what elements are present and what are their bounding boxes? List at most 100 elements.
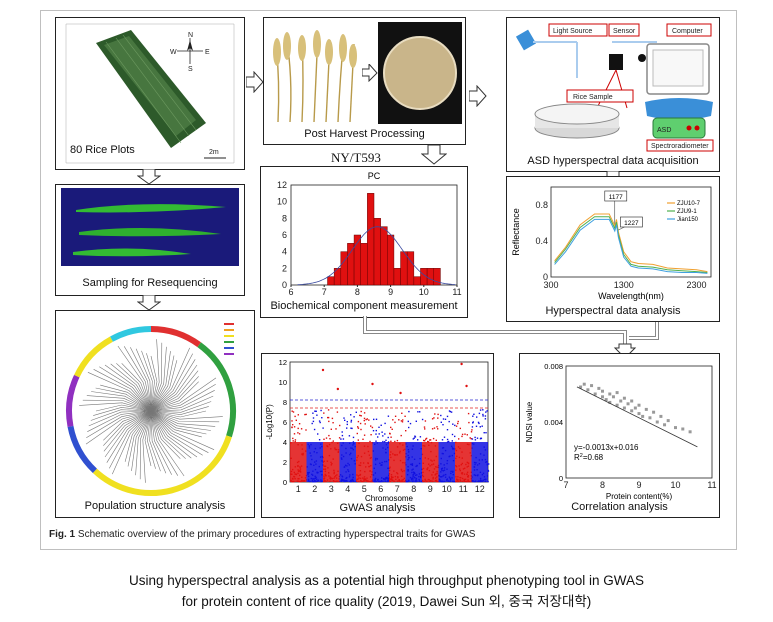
tree-branch <box>150 347 190 412</box>
scatter-point <box>637 403 641 407</box>
histogram-bar <box>340 251 348 286</box>
tree-branch <box>79 402 152 412</box>
tree-branch <box>150 410 223 420</box>
scatter-point <box>608 392 612 396</box>
arrow-right-asd <box>469 85 487 107</box>
scatter-point <box>641 414 645 418</box>
spectra-annotation-box <box>620 216 643 228</box>
post-harvest-panel: Post Harvest Processing <box>263 17 466 145</box>
gwas-panel: 1 2 3 4 5 6 7 8 9 10 11 12 0 2 4 6 8 10 12 Chromosome -Log10… <box>261 353 494 518</box>
scatter-fit-line <box>576 386 698 448</box>
rice-sample-dish-image <box>378 22 462 124</box>
post-harvest-title: Post Harvest Processing <box>304 128 425 140</box>
scatter-y-tick: 0 <box>559 474 563 483</box>
scatter-point <box>644 407 648 411</box>
tree-branch <box>150 410 179 476</box>
scatter-point <box>659 414 663 418</box>
compass-east: E <box>205 49 210 56</box>
field-map: N S E W 2m <box>58 20 242 167</box>
scatter-y-tick: 0.004 <box>544 418 563 427</box>
tree-branch <box>112 410 152 475</box>
tree-branch <box>103 410 152 446</box>
tree-branch <box>110 363 152 412</box>
tree-branch <box>146 353 155 412</box>
histogram-bar <box>413 276 421 286</box>
spectra-series-line <box>554 216 708 273</box>
tree-branch <box>150 395 214 412</box>
spectra-annotation: 1177 <box>609 194 623 201</box>
tree-branch <box>150 339 160 412</box>
tree-branch <box>150 410 215 450</box>
spectra-annotation-box <box>604 190 628 202</box>
sampling-panel: Sampling for Resequencing <box>55 184 245 296</box>
histogram-bar <box>367 193 375 286</box>
tree-branch <box>130 347 152 412</box>
tree-branch <box>141 350 153 412</box>
manhattan-y-tick: 10 <box>279 378 287 387</box>
scatter-point <box>674 426 677 430</box>
manhattan-y-tick: 6 <box>283 418 287 427</box>
manhattan-chromosome <box>356 410 374 483</box>
scatter-xlabel: Protein content(%) <box>606 492 673 501</box>
figure-caption: Fig. 1 Schematic overview of the primary… <box>49 529 475 540</box>
rice-panicles-image <box>268 22 360 124</box>
tree-branch <box>149 410 161 472</box>
tree-branch <box>87 372 152 412</box>
tree-branch <box>147 410 156 469</box>
population-title: Population structure analysis <box>84 500 226 512</box>
scatter-point <box>601 389 604 393</box>
tree-ring-segment <box>67 425 98 473</box>
tree-ring-segment <box>150 326 201 348</box>
manhattan-x-tick: 3 <box>329 484 334 494</box>
manhattan-x-tick: 7 <box>395 484 400 494</box>
scatter-point <box>615 391 619 395</box>
tree-branch <box>93 369 152 412</box>
spectra-y-tick: 0.8 <box>535 200 548 210</box>
tree-branch <box>87 410 152 432</box>
scatter-point <box>608 400 612 404</box>
tree-branch <box>150 410 211 431</box>
manhattan-x-tick: 1 <box>296 484 301 494</box>
histogram-title: PC <box>368 171 381 181</box>
manhattan-chromosome <box>438 410 456 483</box>
manhattan-y-tick: 12 <box>279 358 287 367</box>
tree-branch <box>150 390 215 412</box>
manhattan-x-tick: 5 <box>362 484 367 494</box>
tree-branch <box>124 410 152 462</box>
histogram-y-tick: 2 <box>282 263 287 273</box>
manhattan-significant-point <box>336 387 340 391</box>
phylogenetic-tree <box>66 323 236 496</box>
histogram-y-tick: 8 <box>282 213 287 223</box>
tree-ring-segment <box>66 374 80 427</box>
histogram-bar <box>380 226 388 286</box>
manhattan-xlabel: Chromosome <box>365 494 414 503</box>
scatter-point <box>615 403 619 407</box>
manhattan-chromosome <box>323 409 341 483</box>
manhattan-x-tick: 10 <box>442 484 452 494</box>
tree-branch <box>150 410 172 475</box>
spectra-xlabel: Wavelength(nm) <box>598 291 664 301</box>
histogram-bar <box>360 243 368 286</box>
spectra-x-tick: 1300 <box>614 280 634 290</box>
tree-branch <box>150 346 167 412</box>
tree-branch <box>104 364 152 412</box>
histogram-bar <box>347 243 355 286</box>
tree-branch <box>86 410 152 439</box>
spectra-legend-label: Jian150 <box>677 217 699 223</box>
scatter-point <box>601 395 604 399</box>
tree-branch <box>95 387 152 412</box>
figure: N S E W 2m 80 Rice Plots Sampling for Re… <box>40 10 737 550</box>
tree-branch <box>88 410 152 427</box>
manhattan-x-tick: 8 <box>411 484 416 494</box>
tree-branch <box>150 410 198 458</box>
scatter-x-tick: 8 <box>600 480 605 490</box>
spectra-y-tick: 0.4 <box>535 236 548 246</box>
tree-branch <box>95 404 152 412</box>
tree-branch <box>150 376 199 412</box>
tree-branch <box>135 348 152 412</box>
spectra-y-tick: 0 <box>543 272 548 282</box>
tree-branch <box>85 410 152 445</box>
map-scale: 2m <box>209 149 219 156</box>
scatter-x-tick: 10 <box>670 480 680 490</box>
compass-west: W <box>170 49 177 56</box>
